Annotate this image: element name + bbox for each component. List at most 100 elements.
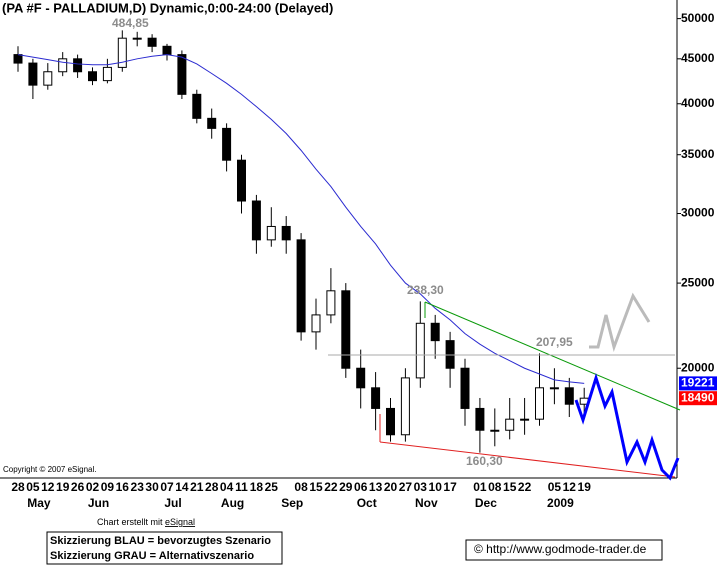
candle-body: [326, 290, 336, 316]
candle-body: [490, 429, 500, 432]
x-tick-label: 30: [145, 480, 159, 494]
month-label: 2009: [547, 496, 574, 510]
annotation: 238,30: [407, 283, 444, 297]
candle-body: [73, 58, 83, 73]
x-tick-label: 06: [354, 480, 368, 494]
x-tick-label: 12: [41, 480, 55, 494]
x-tick-label: 29: [339, 480, 353, 494]
candle-body: [445, 340, 455, 369]
x-tick-label: 21: [190, 480, 204, 494]
x-tick-label: 05: [26, 480, 40, 494]
x-tick-label: 05: [548, 480, 562, 494]
candle-body: [266, 225, 276, 241]
y-tick-label: 35000: [681, 147, 715, 161]
x-tick-label: 14: [175, 480, 189, 494]
month-label: May: [27, 496, 51, 510]
candle-body: [222, 127, 232, 161]
scenario-gray: [589, 292, 651, 353]
candle-body: [564, 387, 574, 405]
candle-body: [13, 54, 23, 64]
candle-body: [43, 71, 53, 86]
x-tick-label: 15: [309, 480, 323, 494]
x-tick-label: 08: [488, 480, 502, 494]
last-value-label: 19221: [681, 376, 715, 390]
x-tick-label: 10: [429, 480, 443, 494]
month-label: Nov: [415, 496, 438, 510]
month-label: Dec: [475, 496, 497, 510]
x-tick-label: 19: [578, 480, 592, 494]
x-tick-label: 27: [399, 480, 413, 494]
footer-text: Chart erstellt mit eSignal: [97, 517, 195, 527]
candle-body: [535, 387, 544, 420]
x-tick-label: 20: [384, 480, 398, 494]
scenario-blue: [574, 373, 680, 481]
candle-body: [162, 45, 172, 56]
x-tick-label: 09: [101, 480, 115, 494]
x-tick-label: 08: [294, 480, 308, 494]
candle-body: [88, 71, 97, 82]
resistance-line: [424, 301, 681, 411]
x-tick-label: 18: [250, 480, 264, 494]
last-value-box: [679, 376, 717, 391]
candle-body: [386, 407, 395, 436]
candle-body: [415, 322, 425, 379]
x-tick-label: 23: [131, 480, 145, 494]
candle-body: [237, 159, 246, 202]
candle-body: [102, 66, 112, 82]
candle-body: [505, 418, 515, 431]
candle-body: [251, 200, 261, 241]
candle-body: [192, 93, 202, 119]
month-label: Aug: [221, 496, 244, 510]
x-tick-label: 22: [324, 480, 338, 494]
last-value-box: [679, 391, 717, 406]
candle-body: [460, 367, 470, 409]
candle-body: [311, 314, 321, 333]
x-tick-label: 15: [503, 480, 517, 494]
x-tick-label: 02: [86, 480, 100, 494]
candle-body: [28, 62, 38, 86]
y-tick-label: 50000: [681, 11, 715, 25]
y-tick-label: 45000: [681, 51, 715, 65]
month-label: Oct: [357, 496, 377, 510]
x-tick-label: 16: [116, 480, 130, 494]
footer-prefix: Chart erstellt mit: [97, 517, 165, 527]
plot-area: [13, 30, 589, 453]
candle-body: [177, 54, 187, 95]
x-tick-label: 22: [518, 480, 532, 494]
x-tick-label: 19: [56, 480, 70, 494]
candle-body: [475, 407, 485, 431]
candle-body: [296, 239, 306, 333]
month-label: Sep: [281, 496, 303, 510]
chart-title: (PA #F - PALLADIUM,D) Dynamic,0:00-24:00…: [2, 0, 333, 15]
x-tick-label: 03: [414, 480, 428, 494]
x-tick-label: 26: [71, 480, 85, 494]
x-tick-label: 17: [443, 480, 457, 494]
candle-body: [341, 290, 351, 369]
x-tick-label: 13: [369, 480, 383, 494]
candle-body: [356, 367, 366, 389]
support-line: [379, 441, 676, 478]
y-tick-label: 40000: [681, 96, 715, 110]
candle-body: [207, 117, 217, 129]
moving-average: [17, 54, 585, 384]
x-tick-label: 04: [220, 480, 234, 494]
x-tick-label: 28: [205, 480, 219, 494]
x-tick-label: 28: [11, 480, 25, 494]
candle-body: [520, 418, 530, 421]
annotation: 484,85: [112, 16, 149, 30]
annotation: 160,30: [466, 454, 503, 468]
legend-line: Skizzierung GRAU = Alternativszenario: [50, 550, 254, 562]
candle-body: [430, 322, 440, 342]
copyright: Copyright © 2007 eSignal.: [3, 465, 97, 474]
y-tick-label: 30000: [681, 206, 715, 220]
candle-body: [400, 377, 410, 436]
candle-body: [549, 387, 559, 390]
candle-body: [132, 37, 142, 40]
candle-body: [58, 58, 68, 73]
month-label: Jul: [164, 496, 181, 510]
legend-line: Skizzierung BLAU = bevorzugtes Szenario: [50, 535, 271, 547]
x-tick-label: 01: [473, 480, 487, 494]
x-tick-label: 11: [235, 480, 248, 494]
url: © http://www.godmode-trader.de: [474, 542, 647, 556]
x-tick-label: 25: [265, 480, 279, 494]
